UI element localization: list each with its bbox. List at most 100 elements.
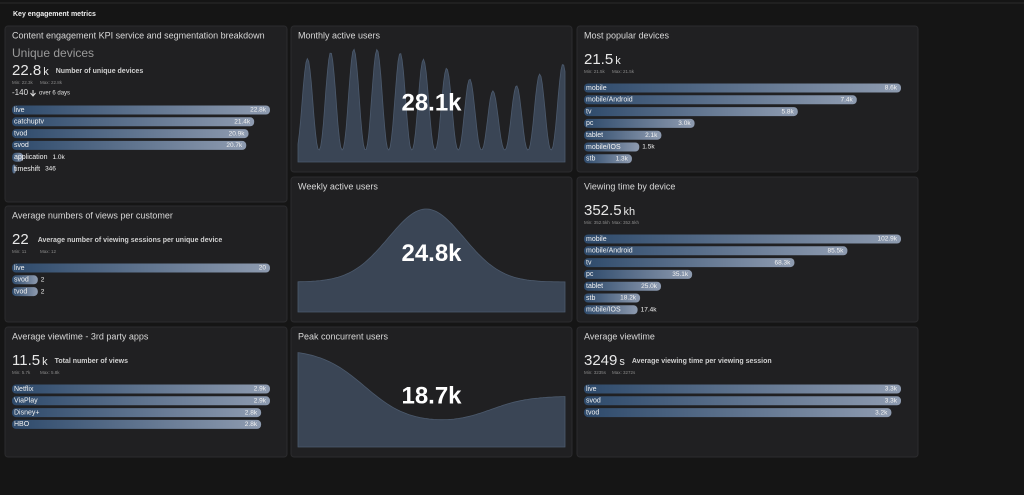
bar-name: HBO <box>14 421 30 428</box>
stat-max: Max: 5.8k <box>40 370 60 375</box>
bar-name: tvod <box>14 288 27 295</box>
bar-name: live <box>586 386 597 393</box>
bar-name: mobile/Android <box>586 97 633 104</box>
panel-title: Weekly active users <box>298 181 378 191</box>
bar-name: svod <box>14 142 29 149</box>
bar-name: application <box>14 154 48 161</box>
bar <box>584 305 638 315</box>
bar-value: 2.9k <box>254 398 267 405</box>
bar <box>12 419 262 429</box>
panel: Average viewtime 3249 s Average viewing tim… <box>576 326 919 458</box>
down-arrow <box>30 90 36 97</box>
bar-value: 3.3k <box>885 398 898 405</box>
sparkline-area <box>297 48 566 163</box>
bar-name: live <box>14 107 25 114</box>
panel-title: Viewing time by device <box>584 181 675 191</box>
stat-label: Total number of views <box>55 358 128 365</box>
bar-value: 21.4k <box>234 119 251 126</box>
panel-title: Most popular devices <box>584 30 670 40</box>
bar <box>12 129 249 139</box>
stat-unit: s <box>619 356 625 368</box>
stat-value: 28.1k <box>401 89 462 116</box>
bar-value: 18.2k <box>620 295 637 302</box>
stat-min: Min: 11 <box>12 249 27 254</box>
bar-name: tablet <box>586 283 603 290</box>
bar-name: tv <box>586 108 592 115</box>
panel-title: Monthly active users <box>298 30 381 40</box>
bar-value: 346 <box>45 166 56 173</box>
panel-title: Average viewtime <box>584 331 655 341</box>
bar <box>584 384 901 394</box>
bar-name: ViaPlay <box>14 398 38 405</box>
stat-value: 22.8 <box>12 62 41 79</box>
stat-unit: k <box>43 66 49 78</box>
bar-value: 85.5k <box>827 248 844 255</box>
panel: Content engagement KPI service and segme… <box>4 25 288 203</box>
bar <box>12 105 270 115</box>
panel: Average viewtime - 3rd party apps 11.5 k To… <box>4 326 288 458</box>
bar-value: 22.8k <box>250 107 267 114</box>
bar <box>584 281 662 291</box>
change-label: over 6 days <box>39 91 70 97</box>
bar-name: svod <box>586 398 601 405</box>
bar <box>584 118 695 128</box>
bar-name: pc <box>586 271 594 278</box>
stat-min: Min: 22.3k <box>12 80 34 85</box>
bar <box>12 263 270 273</box>
bar <box>584 130 662 140</box>
bar <box>584 269 693 279</box>
stat-min: Min: 5.7k <box>12 370 31 375</box>
panel: Peak concurrent users 18.7k <box>290 326 573 458</box>
stat-max: Max: 352.5kh <box>612 220 640 225</box>
stat-label: Average number of viewing sessions per u… <box>38 237 223 244</box>
sparkline-area <box>297 352 566 448</box>
stat-min: Min: 21.5k <box>584 69 606 74</box>
bar-value: 102.9k <box>877 236 897 243</box>
change-value: -140 <box>12 88 29 97</box>
sparkline-area <box>297 208 566 313</box>
bar-value: 68.3k <box>775 259 792 266</box>
bar <box>12 152 24 162</box>
bar <box>12 287 38 297</box>
bar-name: stb <box>586 295 595 302</box>
bar <box>12 275 38 285</box>
stat-value: 352.5 <box>584 202 622 219</box>
bar-value: 25.0k <box>641 283 658 290</box>
stat-value: 22 <box>12 231 29 248</box>
bar-name: stb <box>586 156 595 163</box>
panel-title: Content engagement KPI service and segme… <box>12 30 265 40</box>
bar <box>584 83 901 93</box>
bar <box>584 408 892 418</box>
stat-label: Average viewing time per viewing session <box>632 358 772 365</box>
stat-value: 11.5 <box>12 352 40 369</box>
bar-name: tablet <box>586 132 603 139</box>
bar <box>584 258 795 268</box>
bar-name: live <box>14 265 25 272</box>
bar-value: 35.1k <box>672 271 689 278</box>
stat-unit: kh <box>624 206 636 218</box>
bar <box>584 293 641 303</box>
bar-name: tvod <box>586 409 599 416</box>
panel-title: Peak concurrent users <box>298 331 389 341</box>
bar <box>584 154 632 164</box>
panel: Viewing time by device 352.5 kh Min: 352.5k… <box>576 176 919 323</box>
bar-value: 1.3k <box>616 156 629 163</box>
stat-unit: k <box>615 55 621 67</box>
bar <box>584 95 857 105</box>
bar <box>12 384 270 394</box>
bar-name: timeshift <box>14 166 40 173</box>
stat-label: Number of unique devices <box>56 68 144 75</box>
stat-value: 24.8k <box>401 240 462 267</box>
panel: Weekly active users 24.8k <box>290 176 573 323</box>
bar-name: tvod <box>14 130 27 137</box>
stat-value: 21.5 <box>584 51 613 68</box>
bar-value: 3.3k <box>885 386 898 393</box>
bar <box>584 246 848 256</box>
bar-value: 2 <box>41 288 45 295</box>
bar-name: Disney+ <box>14 409 39 416</box>
bar-value: 5.8k <box>781 108 794 115</box>
bar <box>12 140 247 150</box>
bar-name: mobile/Android <box>586 248 633 255</box>
